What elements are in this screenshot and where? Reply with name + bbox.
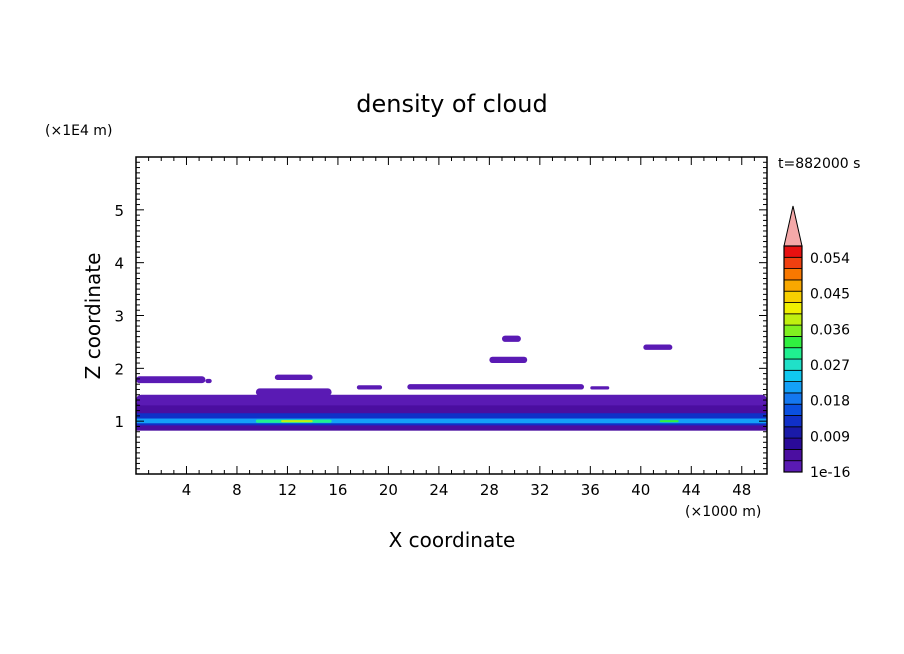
x-tick-label: 4 — [182, 481, 192, 499]
colorbar-label: 1e-16 — [810, 465, 850, 481]
colorbar-swatch — [783, 448, 803, 462]
contour-region-11 — [356, 385, 383, 390]
x-tick-label: 36 — [581, 481, 600, 499]
colorbar-swatch — [783, 245, 803, 258]
time-label: t=882000 s — [778, 156, 860, 172]
colorbar-swatch — [783, 302, 803, 315]
colorbar-frame — [783, 245, 803, 473]
x-tick-label: 40 — [631, 481, 650, 499]
colorbar-swatch — [783, 381, 803, 394]
colorbar-swatch — [783, 290, 803, 303]
x-tick-label: 28 — [480, 481, 499, 499]
contour-region-2 — [136, 418, 767, 424]
contour-region-7 — [136, 376, 206, 384]
y-tick-label: 5 — [114, 202, 124, 220]
colorbar-swatch — [783, 358, 803, 371]
x-tick-label: 20 — [379, 481, 398, 499]
colorbar-swatch — [783, 324, 803, 337]
colorbar-label: 0.045 — [810, 287, 850, 303]
colorbar: 1e-16 0.009 0.018 0.027 0.036 0.045 0.054 — [783, 205, 850, 481]
contour-region-9 — [274, 374, 313, 380]
contour-fill — [136, 335, 767, 431]
x-tick-label: 44 — [682, 481, 701, 499]
colorbar-swatch — [783, 392, 803, 405]
contour-region-14 — [489, 356, 528, 364]
x-unit-label: (×1000 m) — [685, 504, 761, 520]
colorbar-label: 0.054 — [810, 251, 850, 267]
y-tick-label: 4 — [114, 255, 124, 273]
colorbar-swatch — [783, 335, 803, 349]
colorbar-swatch — [783, 403, 803, 416]
y-axis-label: Z coordinate — [81, 253, 105, 380]
contour-region-6 — [136, 394, 767, 406]
chart-title: density of cloud — [356, 90, 547, 118]
contour-region-13 — [590, 386, 610, 390]
contour-region-12 — [407, 384, 585, 390]
contour-region-16 — [643, 344, 673, 350]
x-axis: 4 8 12 16 20 24 28 32 36 40 44 48 — [148, 157, 755, 499]
colorbar-swatch — [783, 256, 803, 269]
y-tick-label: 1 — [114, 413, 124, 431]
x-tick-label: 12 — [278, 481, 297, 499]
colorbar-label: 0.018 — [810, 394, 850, 410]
x-axis-label: X coordinate — [389, 528, 516, 552]
y-axis: 1 2 3 4 5 — [114, 161, 767, 470]
colorbar-label: 0.036 — [810, 322, 850, 338]
colorbar-swatch — [783, 313, 803, 326]
y-tick-label: 2 — [114, 360, 124, 378]
colorbar-swatch — [783, 369, 803, 382]
x-tick-label: 16 — [328, 481, 347, 499]
contour-region-15 — [501, 335, 521, 342]
x-tick-label: 24 — [429, 481, 448, 499]
x-tick-label: 8 — [232, 481, 242, 499]
colorbar-swatch — [783, 268, 803, 281]
y-unit-label: (×1E4 m) — [45, 123, 112, 139]
y-tick-label: 3 — [114, 308, 124, 326]
contour-region-10 — [255, 388, 332, 396]
contour-region-4 — [281, 420, 313, 423]
colorbar-label: 0.027 — [810, 358, 850, 374]
colorbar-swatch — [783, 426, 803, 439]
contour-region-5 — [659, 420, 679, 423]
colorbar-swatch — [783, 415, 803, 428]
colorbar-swatch — [783, 279, 803, 292]
x-tick-label: 32 — [530, 481, 549, 499]
colorbar-extend-arrow — [783, 205, 803, 247]
colorbar-label: 0.009 — [810, 429, 850, 445]
colorbar-swatch — [783, 437, 803, 450]
colorbar-swatch — [783, 347, 803, 360]
contour-region-8 — [205, 378, 212, 384]
colorbar-swatch — [783, 460, 803, 473]
x-tick-label: 48 — [732, 481, 751, 499]
